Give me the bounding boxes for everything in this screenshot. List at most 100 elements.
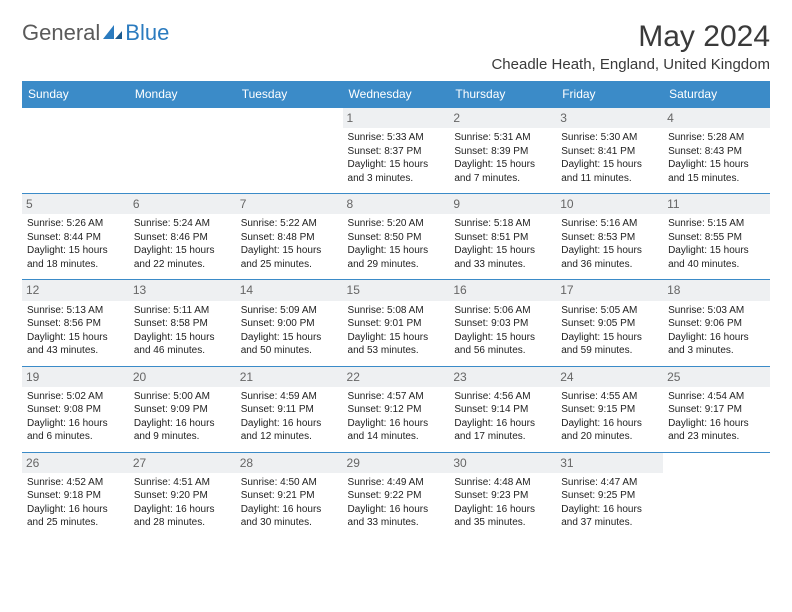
sunrise-text: Sunrise: 5:15 AM — [668, 217, 765, 231]
day-number: 19 — [22, 367, 129, 387]
logo: General Blue — [22, 20, 169, 46]
day-number: 28 — [236, 453, 343, 473]
day-number: 30 — [449, 453, 556, 473]
sunset-text: Sunset: 8:58 PM — [134, 317, 231, 331]
header: General Blue May 2024 Cheadle Heath, Eng… — [22, 20, 770, 73]
sunrise-text: Sunrise: 5:24 AM — [134, 217, 231, 231]
day-number: 7 — [236, 194, 343, 214]
day-number: 23 — [449, 367, 556, 387]
day-number: 16 — [449, 280, 556, 300]
day-number: 17 — [556, 280, 663, 300]
daylight-text: Daylight: 15 hours and 11 minutes. — [561, 158, 658, 185]
sunrise-text: Sunrise: 5:09 AM — [241, 304, 338, 318]
day-number: 10 — [556, 194, 663, 214]
sunset-text: Sunset: 9:00 PM — [241, 317, 338, 331]
day-cell: 6Sunrise: 5:24 AMSunset: 8:46 PMDaylight… — [129, 194, 236, 280]
day-cell: 24Sunrise: 4:55 AMSunset: 9:15 PMDayligh… — [556, 366, 663, 452]
dayhead-sat: Saturday — [663, 81, 770, 108]
day-header-row: Sunday Monday Tuesday Wednesday Thursday… — [22, 81, 770, 108]
day-number: 27 — [129, 453, 236, 473]
daylight-text: Daylight: 15 hours and 53 minutes. — [348, 331, 445, 358]
day-number: 31 — [556, 453, 663, 473]
dayhead-thu: Thursday — [449, 81, 556, 108]
sunrise-text: Sunrise: 4:54 AM — [668, 390, 765, 404]
sunset-text: Sunset: 8:43 PM — [668, 145, 765, 159]
day-cell: 8Sunrise: 5:20 AMSunset: 8:50 PMDaylight… — [343, 194, 450, 280]
daylight-text: Daylight: 15 hours and 22 minutes. — [134, 244, 231, 271]
day-cell: 1Sunrise: 5:33 AMSunset: 8:37 PMDaylight… — [343, 108, 450, 194]
sunset-text: Sunset: 9:23 PM — [454, 489, 551, 503]
sunrise-text: Sunrise: 5:00 AM — [134, 390, 231, 404]
day-cell: 25Sunrise: 4:54 AMSunset: 9:17 PMDayligh… — [663, 366, 770, 452]
sunset-text: Sunset: 8:55 PM — [668, 231, 765, 245]
sunset-text: Sunset: 8:56 PM — [27, 317, 124, 331]
sunrise-text: Sunrise: 4:55 AM — [561, 390, 658, 404]
sunset-text: Sunset: 9:25 PM — [561, 489, 658, 503]
logo-text-blue: Blue — [125, 20, 169, 46]
day-number: 29 — [343, 453, 450, 473]
sunset-text: Sunset: 9:11 PM — [241, 403, 338, 417]
week-row: 26Sunrise: 4:52 AMSunset: 9:18 PMDayligh… — [22, 452, 770, 538]
day-number: 22 — [343, 367, 450, 387]
sunrise-text: Sunrise: 4:51 AM — [134, 476, 231, 490]
day-number: 26 — [22, 453, 129, 473]
sunset-text: Sunset: 9:03 PM — [454, 317, 551, 331]
title-block: May 2024 Cheadle Heath, England, United … — [491, 20, 770, 73]
sunrise-text: Sunrise: 5:18 AM — [454, 217, 551, 231]
daylight-text: Daylight: 15 hours and 36 minutes. — [561, 244, 658, 271]
week-row: 5Sunrise: 5:26 AMSunset: 8:44 PMDaylight… — [22, 194, 770, 280]
sunset-text: Sunset: 8:51 PM — [454, 231, 551, 245]
day-cell — [22, 108, 129, 194]
daylight-text: Daylight: 15 hours and 46 minutes. — [134, 331, 231, 358]
sunrise-text: Sunrise: 5:06 AM — [454, 304, 551, 318]
day-number: 1 — [343, 108, 450, 128]
sunrise-text: Sunrise: 4:47 AM — [561, 476, 658, 490]
day-number: 9 — [449, 194, 556, 214]
day-cell: 14Sunrise: 5:09 AMSunset: 9:00 PMDayligh… — [236, 280, 343, 366]
day-number: 2 — [449, 108, 556, 128]
sunrise-text: Sunrise: 5:30 AM — [561, 131, 658, 145]
logo-text-general: General — [22, 20, 100, 46]
daylight-text: Daylight: 16 hours and 6 minutes. — [27, 417, 124, 444]
sunset-text: Sunset: 8:48 PM — [241, 231, 338, 245]
day-cell: 21Sunrise: 4:59 AMSunset: 9:11 PMDayligh… — [236, 366, 343, 452]
sunrise-text: Sunrise: 5:31 AM — [454, 131, 551, 145]
sunset-text: Sunset: 8:39 PM — [454, 145, 551, 159]
day-cell: 30Sunrise: 4:48 AMSunset: 9:23 PMDayligh… — [449, 452, 556, 538]
daylight-text: Daylight: 15 hours and 7 minutes. — [454, 158, 551, 185]
day-cell: 26Sunrise: 4:52 AMSunset: 9:18 PMDayligh… — [22, 452, 129, 538]
day-cell: 17Sunrise: 5:05 AMSunset: 9:05 PMDayligh… — [556, 280, 663, 366]
daylight-text: Daylight: 16 hours and 37 minutes. — [561, 503, 658, 530]
sunrise-text: Sunrise: 4:57 AM — [348, 390, 445, 404]
day-cell: 15Sunrise: 5:08 AMSunset: 9:01 PMDayligh… — [343, 280, 450, 366]
sunset-text: Sunset: 9:20 PM — [134, 489, 231, 503]
sunset-text: Sunset: 9:18 PM — [27, 489, 124, 503]
sunrise-text: Sunrise: 5:33 AM — [348, 131, 445, 145]
day-cell: 12Sunrise: 5:13 AMSunset: 8:56 PMDayligh… — [22, 280, 129, 366]
sunset-text: Sunset: 9:17 PM — [668, 403, 765, 417]
daylight-text: Daylight: 15 hours and 40 minutes. — [668, 244, 765, 271]
daylight-text: Daylight: 16 hours and 20 minutes. — [561, 417, 658, 444]
day-cell: 20Sunrise: 5:00 AMSunset: 9:09 PMDayligh… — [129, 366, 236, 452]
day-number: 13 — [129, 280, 236, 300]
sunset-text: Sunset: 8:53 PM — [561, 231, 658, 245]
location: Cheadle Heath, England, United Kingdom — [491, 56, 770, 73]
daylight-text: Daylight: 15 hours and 15 minutes. — [668, 158, 765, 185]
day-cell: 13Sunrise: 5:11 AMSunset: 8:58 PMDayligh… — [129, 280, 236, 366]
day-cell — [663, 452, 770, 538]
sunset-text: Sunset: 9:08 PM — [27, 403, 124, 417]
day-cell: 9Sunrise: 5:18 AMSunset: 8:51 PMDaylight… — [449, 194, 556, 280]
day-number: 15 — [343, 280, 450, 300]
sunset-text: Sunset: 9:05 PM — [561, 317, 658, 331]
daylight-text: Daylight: 16 hours and 9 minutes. — [134, 417, 231, 444]
sunset-text: Sunset: 8:50 PM — [348, 231, 445, 245]
day-cell: 2 Sunrise: 5:31 AMSunset: 8:39 PMDaylight… — [449, 108, 556, 194]
dayhead-sun: Sunday — [22, 81, 129, 108]
calendar-table: Sunday Monday Tuesday Wednesday Thursday… — [22, 81, 770, 538]
day-cell: 16Sunrise: 5:06 AMSunset: 9:03 PMDayligh… — [449, 280, 556, 366]
sunrise-text: Sunrise: 5:28 AM — [668, 131, 765, 145]
day-number: 3 — [556, 108, 663, 128]
week-row: 19Sunrise: 5:02 AMSunset: 9:08 PMDayligh… — [22, 366, 770, 452]
day-cell — [236, 108, 343, 194]
day-cell: 19Sunrise: 5:02 AMSunset: 9:08 PMDayligh… — [22, 366, 129, 452]
